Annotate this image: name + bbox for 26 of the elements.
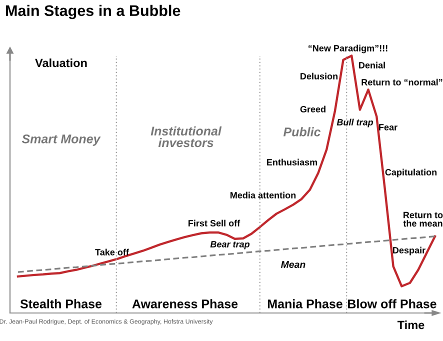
annotation: Stealth Phase <box>20 299 102 308</box>
annotation: Institutional investors <box>150 126 222 148</box>
annotation: Fear <box>379 124 398 130</box>
annotation: Delusion <box>300 72 338 80</box>
annotation: Despair <box>393 246 426 256</box>
series-label: Mean <box>280 261 306 268</box>
text: “New Paradigm”!!! <box>308 44 388 54</box>
annotation: Bear trap <box>210 241 250 250</box>
chart-title: Main Stages in a Bubble <box>6 4 180 20</box>
annotation: Take off <box>95 248 129 256</box>
annotation: Public <box>283 127 321 136</box>
annotation: Greed <box>300 106 326 112</box>
annotation: Bull trap <box>336 118 374 128</box>
annotation: First Sell off <box>188 220 240 226</box>
annotation: Awareness Phase <box>132 299 238 308</box>
x-axis-title: Time <box>397 320 424 330</box>
annotation: Enthusiasm <box>267 158 318 166</box>
annotation: Blow off Phase <box>348 299 436 308</box>
annotation: Smart Money <box>22 134 101 146</box>
annotation: Return to the mean <box>403 212 443 227</box>
annotation: Mania Phase <box>268 299 342 308</box>
annotation: Denial <box>359 62 385 68</box>
annotation: Capitulation <box>385 168 437 178</box>
annotation: Return to “normal” <box>362 78 442 86</box>
annotation: Media attention <box>230 192 296 198</box>
y-axis-title: Valuation <box>35 58 87 68</box>
